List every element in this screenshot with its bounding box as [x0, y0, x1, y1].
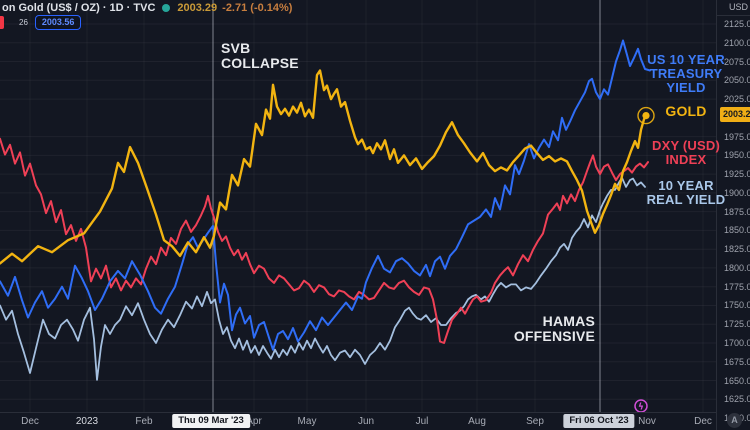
time-tick-month: Nov [638, 416, 656, 427]
price-tick-label: 1950.00 [724, 150, 750, 160]
chart-legend: on Gold (US$ / OZ) · 1D · TVC 2003.29 -2… [2, 1, 292, 15]
price-tick-label: 1700.00 [724, 338, 750, 348]
time-tick-month: Apr [246, 416, 262, 427]
axis-currency-label[interactable]: USD [717, 0, 750, 16]
lightning-bolt-icon: ϟ [638, 403, 644, 413]
price-tick-label: 2025.00 [724, 94, 750, 104]
series-line-us-10-year-treasury-yield[interactable] [0, 39, 651, 351]
time-tick-year: 2023 [75, 416, 99, 427]
price-tick-label: 1800.00 [724, 263, 750, 273]
price-tick-label: 1900.00 [724, 188, 750, 198]
time-tick-month: Aug [468, 416, 486, 427]
price-tick-label: 2100.00 [724, 38, 750, 48]
price-tick-label: 1850.00 [724, 225, 750, 235]
time-tick-month: May [297, 416, 317, 427]
series-label-real-yield[interactable]: 10 YEAR REAL YIELD [646, 178, 726, 207]
legend-row-2: 26 2003.56 [0, 14, 82, 30]
clipped-alert-badge [0, 15, 4, 29]
price-tick-label: 1825.00 [724, 244, 750, 254]
legend-last-price: 2003.29 [177, 2, 218, 14]
price-tick-label: 1975.00 [724, 132, 750, 142]
price-tick-label: 2125.00 [724, 19, 750, 29]
market-status-dot [162, 4, 171, 12]
symbol-title[interactable]: on Gold (US$ / OZ) · 1D · TVC [2, 2, 156, 14]
series-line-dxy-usd-index[interactable] [0, 137, 649, 344]
event-date-badge[interactable]: Fri 06 Oct '23 [563, 414, 635, 428]
series-label-dxy[interactable]: DXY (USD) INDEX [651, 138, 720, 167]
series-label-us10y[interactable]: US 10 YEAR TREASURY YIELD [647, 52, 725, 95]
annotation-hamas-offensive[interactable]: HAMAS OFFENSIVE [513, 313, 595, 344]
gold-last-point-dot [642, 112, 650, 120]
time-tick-month: Jul [415, 416, 429, 427]
time-tick-month: Feb [135, 416, 153, 427]
time-tick-month: Dec [694, 416, 712, 427]
price-tick-label: 1625.00 [724, 394, 750, 404]
event-date-badge[interactable]: Thu 09 Mar '23 [172, 414, 250, 428]
price-tick-label: 1750.00 [724, 300, 750, 310]
price-tick-label: 1775.00 [724, 282, 750, 292]
price-axis[interactable]: USD 2125.00 2100.00 2075.00 2050.00 2025.00 1… [716, 0, 750, 430]
series-line-10-year-real-yield[interactable] [0, 176, 646, 381]
attribution-logo[interactable]: A [727, 413, 742, 428]
price-tick-label: 2075.00 [724, 57, 750, 67]
series-label-gold[interactable]: GOLD [665, 103, 707, 119]
price-tick-label: 1925.00 [724, 169, 750, 179]
time-tick-month: Jun [357, 416, 375, 427]
time-tick-month: Sep [526, 416, 544, 427]
price-tick-label: 1725.00 [724, 319, 750, 329]
price-tick-label: 1875.00 [724, 207, 750, 217]
price-line-badge[interactable]: 2003.56 [34, 14, 82, 30]
series-line-gold[interactable] [0, 69, 648, 265]
time-axis[interactable]: Dec 2023 Feb Apr May Jun Jul Aug Sep Nov Dec Thu 0… [0, 412, 750, 430]
gold-last-point-halo [637, 106, 655, 125]
price-tick-label: 1675.00 [724, 357, 750, 367]
price-tick-label: 2050.00 [724, 75, 750, 85]
price-tick-label: 1650.00 [724, 376, 750, 386]
legend-change: -2.71 (-0.14%) [222, 2, 293, 14]
bar-countdown: 26 [19, 17, 28, 27]
last-price-badge: 2003.29 [720, 107, 750, 122]
time-tick-month: Dec [21, 416, 39, 427]
annotation-svb-collapse[interactable]: SVB COLLAPSE [221, 40, 299, 71]
